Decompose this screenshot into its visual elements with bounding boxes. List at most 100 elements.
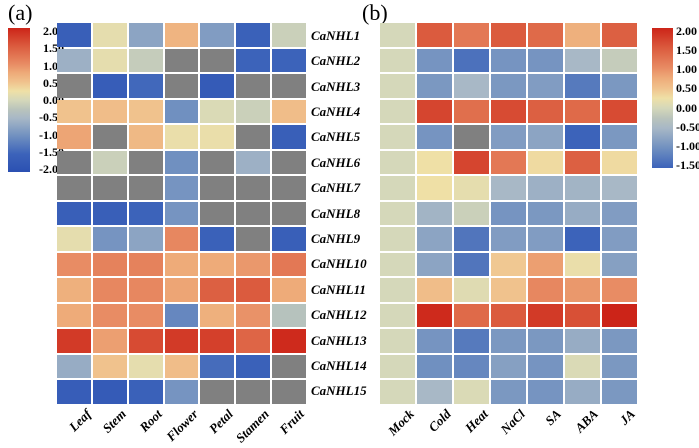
heatmap-cell [417,176,452,200]
heatmap-cell [128,329,163,353]
heatmap-cell [128,380,163,404]
heatmap-cell [164,227,199,251]
heatmap-cell [128,303,163,328]
colorbar-tick-label: 0.00 [676,100,697,115]
heatmap-cell [236,252,271,277]
heatmap-b [380,23,637,404]
heatmap-cell [200,354,235,379]
heatmap-cell [164,278,199,302]
heatmap-cell [272,23,306,47]
heatmap-cell [528,48,563,73]
colorbar-a [8,28,30,172]
heatmap-cell [128,278,163,302]
heatmap-cell [57,176,91,200]
heatmap-cell [236,329,271,353]
heatmap-cell [272,125,306,149]
heatmap-cell [491,201,526,226]
heatmap-cell [57,150,91,175]
colorbar-tick-label: 2.00 [676,24,697,38]
heatmap-cell [491,23,526,47]
heatmap-cell [417,125,452,149]
heatmap-cell [200,329,235,353]
heatmap-cell [380,150,415,175]
heatmap-cell [272,354,306,379]
heatmap-cell [128,150,163,175]
heatmap-cell [565,380,600,404]
heatmap-cell [565,329,600,353]
heatmap-cell [565,201,600,226]
heatmap-cell [417,23,452,47]
heatmap-cell [272,176,306,200]
heatmap-cell [528,380,563,404]
heatmap-cell [528,278,563,302]
heatmap-cell [528,176,563,200]
heatmap-cell [565,354,600,379]
heatmap-cell [528,201,563,226]
heatmap-cell [565,278,600,302]
heatmap-cell [417,99,452,124]
heatmap-cell [417,252,452,277]
heatmap-cell [272,380,306,404]
heatmap-cell [417,278,452,302]
heatmap-cell [236,99,271,124]
heatmap-cell [380,354,415,379]
heatmap-cell [57,125,91,149]
heatmap-cell [164,252,199,277]
gene-label: CaNHL3 [311,78,361,94]
gene-label: CaNHL4 [311,103,361,119]
heatmap-cell [200,23,235,47]
heatmap-cell [164,74,199,98]
heatmap-cell [164,201,199,226]
heatmap-cell [200,125,235,149]
heatmap-cell [491,303,526,328]
heatmap-cell [491,99,526,124]
heatmap-cell [128,354,163,379]
gene-label: CaNHL6 [311,154,361,170]
heatmap-cell [272,227,306,251]
heatmap-cell [57,99,91,124]
heatmap-cell [454,48,489,73]
heatmap-cell [454,252,489,277]
heatmap-cell [491,74,526,98]
heatmap-cell [164,48,199,73]
heatmap-cell [602,303,637,328]
heatmap-cell [128,176,163,200]
heatmap-cell [200,99,235,124]
heatmap-cell [528,150,563,175]
heatmap-cell [272,150,306,175]
heatmap-cell [417,303,452,328]
gene-label: CaNHL5 [311,129,361,145]
colorbar-b [652,28,673,168]
heatmap-cell [528,74,563,98]
heatmap-cell [128,125,163,149]
heatmap-cell [602,74,637,98]
colorbar-tick-label: 1.00 [676,62,697,77]
heatmap-cell [164,176,199,200]
heatmap-cell [236,227,271,251]
heatmap-cell [491,150,526,175]
heatmap-cell [528,354,563,379]
heatmap-cell [565,99,600,124]
heatmap-cell [92,380,127,404]
gene-label: CaNHL7 [311,180,361,196]
heatmap-cell [565,176,600,200]
heatmap-cell [236,176,271,200]
heatmap-cell [454,99,489,124]
heatmap-cell [380,48,415,73]
heatmap-cell [417,48,452,73]
heatmap-cell [417,354,452,379]
heatmap-cell [565,227,600,251]
heatmap-cell [57,278,91,302]
gene-label: CaNHL15 [311,383,367,399]
heatmap-cell [128,74,163,98]
heatmap-cell [528,329,563,353]
heatmap-cell [236,150,271,175]
heatmap-cell [417,329,452,353]
heatmap-cell [380,278,415,302]
heatmap-cell [380,176,415,200]
heatmap-cell [200,150,235,175]
panel-a-label: (a) [8,0,33,25]
heatmap-cell [272,99,306,124]
heatmap-cell [272,329,306,353]
